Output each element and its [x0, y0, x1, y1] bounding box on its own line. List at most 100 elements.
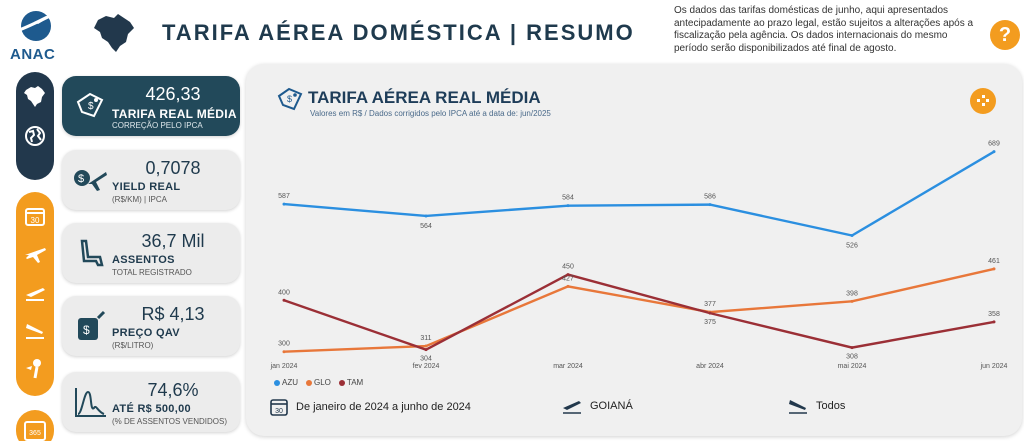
x-tick-label: mar 2024	[553, 363, 583, 370]
data-point-glo[interactable]	[424, 344, 428, 348]
legend-label: GLO	[314, 378, 331, 387]
fuel-icon: $	[78, 310, 106, 340]
data-point-glo[interactable]	[282, 350, 286, 354]
route-icon[interactable]	[23, 356, 47, 380]
kpi-card-assentos[interactable]: 36,7 Mil ASSENTOS TOTAL REGISTRADO	[62, 223, 240, 283]
yield-plane-icon: $	[74, 170, 107, 191]
origin-filter-label: GOIANÁ	[590, 400, 633, 412]
chart-legend: AZU GLO TAM	[274, 378, 363, 387]
data-label-glo: 398	[846, 290, 858, 297]
data-point-tam[interactable]	[282, 298, 286, 302]
legend-dot	[338, 379, 345, 386]
anac-logo-icon	[13, 10, 59, 41]
dots-grid-icon	[977, 95, 989, 106]
chart-options-button[interactable]	[970, 88, 996, 114]
x-tick-label: jun 2024	[980, 363, 1008, 370]
data-label-tam: 304	[420, 356, 432, 363]
calendar-icon: 30	[270, 399, 288, 416]
kpi-sub: TOTAL REGISTRADO	[112, 268, 192, 277]
data-point-glo[interactable]	[992, 267, 996, 271]
nav-annual-group: 365	[16, 410, 54, 441]
logo-text: ANAC	[10, 46, 56, 63]
svg-text:$: $	[88, 101, 94, 112]
svg-text:$: $	[287, 94, 292, 104]
legend-item-glo[interactable]: GLO	[306, 378, 331, 387]
data-point-azu[interactable]	[282, 202, 286, 206]
period-filter[interactable]: 30 De janeiro de 2024 a junho de 2024	[270, 398, 471, 416]
data-label-glo: 300	[278, 341, 290, 348]
landing-icon	[789, 400, 807, 414]
chart-subtitle: Valores em R$ / Dados corrigidos pelo IP…	[310, 109, 551, 118]
data-point-tam[interactable]	[424, 348, 428, 352]
legend-dot	[306, 379, 312, 386]
destination-filter[interactable]: Todos	[788, 398, 845, 414]
nav-scope-group	[16, 72, 54, 180]
kpi-label: ASSENTOS	[112, 254, 175, 266]
legend-label: TAM	[346, 378, 364, 387]
series-line-tam	[283, 273, 995, 351]
kpi-label: PREÇO QAV	[112, 327, 180, 339]
help-button[interactable]: ?	[990, 20, 1020, 50]
calendar-30-label: 30	[31, 216, 40, 225]
x-tick-label: mai 2024	[838, 363, 867, 370]
data-label-tam: 450	[562, 264, 574, 271]
data-label-glo: 427	[562, 275, 574, 282]
kpi-value: 36,7 Mil	[141, 231, 205, 251]
landing-icon[interactable]	[23, 318, 47, 342]
data-point-glo[interactable]	[850, 299, 854, 303]
data-label-glo: 377	[704, 301, 716, 308]
kpi-card-qav[interactable]: $ R$ 4,13 PREÇO QAV (R$/LITRO)	[62, 296, 240, 356]
kpi-card-distribuicao[interactable]: 74,6% ATÉ R$ 500,00 (% DE ASSENTOS VENDI…	[62, 372, 240, 432]
data-point-tam[interactable]	[992, 320, 996, 324]
data-label-azu: 584	[562, 195, 574, 202]
x-tick-label: fev 2024	[413, 363, 440, 370]
seat-icon	[80, 239, 104, 267]
data-point-azu[interactable]	[850, 233, 854, 237]
price-tag-icon: $	[76, 92, 104, 118]
kpi-label: YIELD REAL	[112, 181, 181, 193]
data-notice: Os dados das tarifas domésticas de junho…	[674, 5, 974, 54]
globe-icon[interactable]	[23, 124, 47, 148]
brazil-map-icon	[94, 14, 134, 52]
data-point-azu[interactable]	[708, 203, 712, 207]
series-line-azu	[283, 150, 995, 237]
kpi-card-yield[interactable]: $ 0,7078 YIELD REAL (R$/KM) | IPCA	[62, 150, 240, 210]
kpi-card-tarifa[interactable]: $ 426,33 TARIFA REAL MÉDIA CORREÇÃO PELO…	[62, 76, 240, 136]
data-point-azu[interactable]	[424, 214, 428, 218]
data-label-glo: 311	[420, 335, 431, 342]
data-point-tam[interactable]	[708, 311, 712, 315]
takeoff-icon[interactable]	[23, 280, 47, 304]
calendar-30-icon[interactable]: 30	[23, 204, 47, 228]
svg-text:$: $	[78, 173, 84, 185]
data-point-tam[interactable]	[566, 273, 570, 277]
kpi-value: 74,6%	[147, 380, 199, 400]
price-tag-icon: $	[277, 87, 303, 111]
page-title: TARIFA AÉREA DOMÉSTICA | RESUMO	[162, 20, 635, 45]
period-filter-label: De janeiro de 2024 a junho de 2024	[296, 401, 471, 413]
line-chart: 587 564 584 586 526 689 300 311 427 377 398 461 400 3…	[270, 141, 1008, 370]
takeoff-icon	[563, 401, 581, 414]
data-point-glo[interactable]	[566, 284, 570, 288]
legend-item-azu[interactable]: AZU	[274, 378, 298, 387]
data-point-azu[interactable]	[566, 204, 570, 208]
data-label-tam: 400	[278, 289, 290, 296]
kpi-sub: (R$/KM) | IPCA	[112, 195, 167, 204]
x-tick-label: abr 2024	[696, 363, 724, 370]
legend-item-tam[interactable]: TAM	[338, 378, 364, 387]
calendar-365-icon[interactable]: 365	[23, 418, 47, 441]
data-point-azu[interactable]	[992, 150, 996, 154]
calendar-day-label: 30	[275, 408, 283, 415]
origin-filter[interactable]: GOIANÁ	[562, 398, 633, 414]
kpi-value: 0,7078	[145, 158, 201, 178]
brazil-map-icon[interactable]	[23, 84, 47, 108]
nav-filter-group: 30	[16, 192, 54, 396]
x-tick-label: jan 2024	[270, 363, 298, 370]
data-point-tam[interactable]	[850, 346, 854, 350]
data-label-azu: 689	[988, 141, 1000, 148]
airplane-icon[interactable]	[23, 242, 47, 266]
kpi-value: 426,33	[145, 84, 201, 104]
anac-logo: ANAC	[6, 6, 64, 63]
data-label-azu: 586	[704, 194, 716, 201]
chart-panel: $ TARIFA AÉREA REAL MÉDIA Valores em R$ …	[246, 64, 1022, 436]
